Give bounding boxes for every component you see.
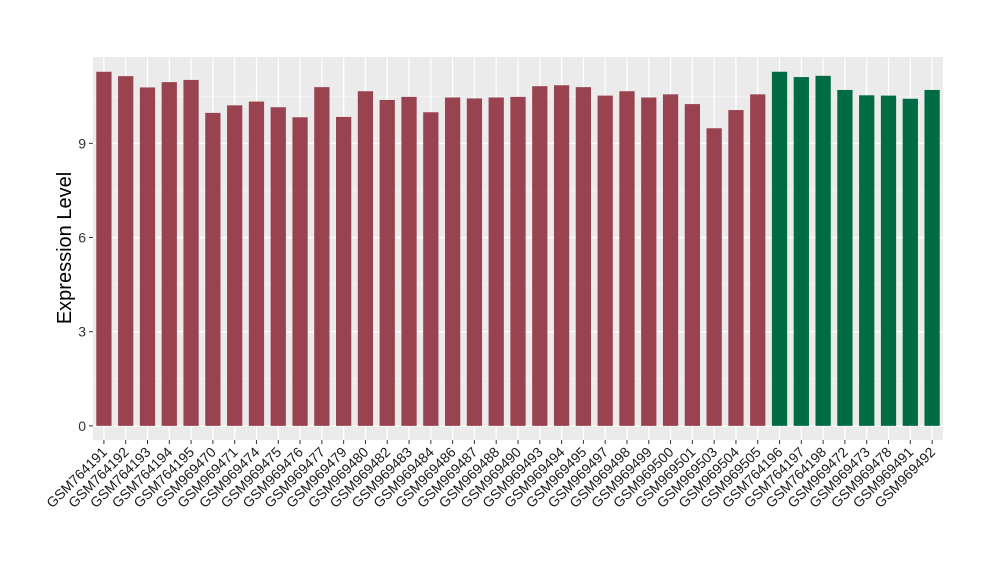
- y-tick-label: 0: [78, 418, 86, 434]
- bar-GSM969476: [292, 117, 308, 426]
- bar-GSM969495: [575, 87, 592, 426]
- y-tick-label: 3: [78, 324, 86, 340]
- bar-GSM969479: [336, 116, 352, 426]
- bar-GSM969470: [205, 112, 221, 426]
- bar-GSM969477: [314, 87, 330, 426]
- bar-GSM969504: [728, 110, 744, 426]
- bar-GSM969487: [466, 98, 483, 426]
- bar-GSM969488: [488, 97, 504, 426]
- bar-GSM764193: [139, 87, 156, 426]
- y-axis-title: Expression Level: [54, 172, 76, 324]
- bar-GSM969473: [859, 95, 875, 426]
- bar-GSM969471: [227, 105, 243, 426]
- bar-GSM969483: [401, 96, 417, 426]
- bars: [96, 71, 940, 426]
- bar-GSM969491: [902, 98, 918, 426]
- bar-GSM764194: [161, 82, 177, 426]
- bar-GSM969497: [597, 95, 613, 426]
- bar-GSM969478: [880, 95, 897, 426]
- y-tick-label: 9: [78, 135, 86, 151]
- bar-GSM969493: [532, 86, 548, 426]
- bar-GSM764198: [815, 75, 831, 426]
- bar-GSM969500: [662, 94, 679, 426]
- bar-GSM764197: [793, 77, 809, 426]
- bar-GSM969482: [379, 100, 395, 426]
- bar-GSM969486: [444, 97, 461, 426]
- bar-GSM969484: [423, 112, 439, 426]
- bar-GSM969505: [750, 94, 766, 426]
- bar-GSM969503: [706, 128, 722, 426]
- bar-GSM969498: [619, 91, 635, 426]
- bar-GSM764195: [183, 79, 199, 426]
- bar-GSM764196: [771, 71, 788, 426]
- x-axis: GSM764191GSM764192GSM764193GSM764194GSM7…: [43, 440, 938, 511]
- y-tick-label: 6: [78, 230, 86, 246]
- bar-GSM764192: [118, 76, 134, 426]
- y-axis: 0 3 6 9: [78, 135, 93, 434]
- bar-GSM969499: [641, 97, 657, 426]
- bar-GSM764191: [96, 71, 112, 426]
- bar-GSM969494: [553, 85, 570, 426]
- bar-GSM969480: [357, 91, 374, 426]
- bar-GSM969490: [510, 96, 526, 426]
- bar-GSM969475: [270, 107, 286, 426]
- bar-GSM969492: [924, 89, 940, 426]
- bar-GSM969501: [684, 104, 700, 426]
- bar-GSM969474: [248, 101, 265, 426]
- bar-GSM969472: [837, 89, 853, 426]
